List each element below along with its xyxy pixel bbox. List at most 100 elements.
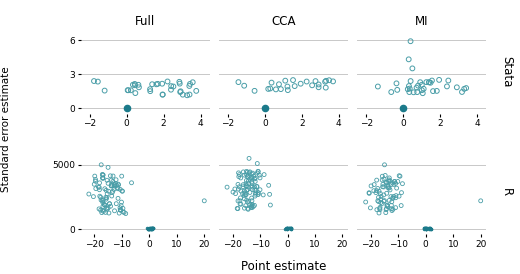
Point <box>239 185 247 189</box>
Point <box>392 181 400 185</box>
Point <box>99 200 107 205</box>
Point <box>244 175 252 179</box>
Point <box>146 226 154 231</box>
Point <box>229 190 237 194</box>
Point <box>264 87 272 91</box>
Point <box>122 211 130 216</box>
Point <box>422 80 431 84</box>
Point <box>92 177 100 182</box>
Point <box>101 187 109 191</box>
Point <box>231 192 240 196</box>
Point <box>90 79 98 83</box>
Point <box>380 193 388 197</box>
Y-axis label: R: R <box>500 188 513 196</box>
Point <box>254 192 262 197</box>
Point <box>124 88 133 92</box>
Point <box>103 192 111 196</box>
Point <box>186 82 194 86</box>
Point <box>244 199 253 204</box>
Point <box>380 162 388 167</box>
Point <box>251 192 259 196</box>
Point <box>285 226 294 230</box>
Point <box>378 201 386 206</box>
Point <box>100 89 109 93</box>
Point <box>321 85 330 90</box>
Point <box>283 226 292 230</box>
Point <box>388 196 397 200</box>
Point <box>148 227 157 231</box>
Point <box>421 226 429 230</box>
Point <box>240 84 249 88</box>
Point <box>248 202 256 206</box>
Point <box>408 66 417 71</box>
Point <box>283 226 291 230</box>
Point <box>102 196 111 200</box>
Point <box>110 184 119 188</box>
Point <box>100 202 108 207</box>
Point <box>282 226 291 230</box>
Point <box>388 209 396 213</box>
Point <box>104 165 112 170</box>
Point <box>105 189 113 193</box>
Point <box>148 82 157 86</box>
Point <box>380 198 388 203</box>
Point <box>252 191 260 195</box>
Point <box>405 84 413 88</box>
Point <box>422 226 431 230</box>
Point <box>283 226 291 230</box>
Point <box>315 82 323 87</box>
Point <box>375 206 384 211</box>
Point <box>95 181 103 185</box>
Point <box>116 208 124 212</box>
Point <box>272 87 280 92</box>
Point <box>242 188 251 193</box>
Point <box>96 194 104 198</box>
Point <box>281 227 290 231</box>
Point <box>108 184 116 188</box>
Point <box>143 226 151 230</box>
Point <box>99 176 107 180</box>
Point <box>426 227 435 231</box>
Point <box>148 226 156 230</box>
Point <box>266 86 275 91</box>
Point <box>116 208 125 212</box>
Point <box>376 200 385 205</box>
Point <box>247 205 255 210</box>
Point <box>424 227 433 231</box>
Point <box>420 226 428 231</box>
Point <box>242 183 250 188</box>
Point <box>108 194 116 198</box>
Point <box>425 226 434 230</box>
Point <box>144 227 152 231</box>
Point <box>244 207 252 212</box>
Point <box>277 87 285 91</box>
Point <box>406 86 414 91</box>
Point <box>387 203 396 207</box>
Point <box>416 80 424 84</box>
Point <box>380 199 388 204</box>
Point <box>251 188 259 192</box>
Point <box>149 226 157 230</box>
Point <box>148 226 156 230</box>
Point <box>288 226 296 231</box>
Point <box>284 88 292 92</box>
Point <box>118 174 126 178</box>
Point <box>244 179 253 183</box>
Point <box>248 180 256 184</box>
Point <box>387 195 395 199</box>
Point <box>242 193 250 197</box>
Point <box>97 195 105 199</box>
Point <box>379 184 387 189</box>
Point <box>146 89 154 93</box>
Point <box>95 187 103 192</box>
Point <box>107 184 115 188</box>
Point <box>385 176 394 180</box>
Point <box>444 78 452 83</box>
Point <box>248 203 256 208</box>
Point <box>285 226 293 231</box>
Point <box>325 78 333 82</box>
Point <box>453 85 461 90</box>
Point <box>147 226 155 231</box>
Point <box>248 206 256 210</box>
Point <box>233 206 241 211</box>
